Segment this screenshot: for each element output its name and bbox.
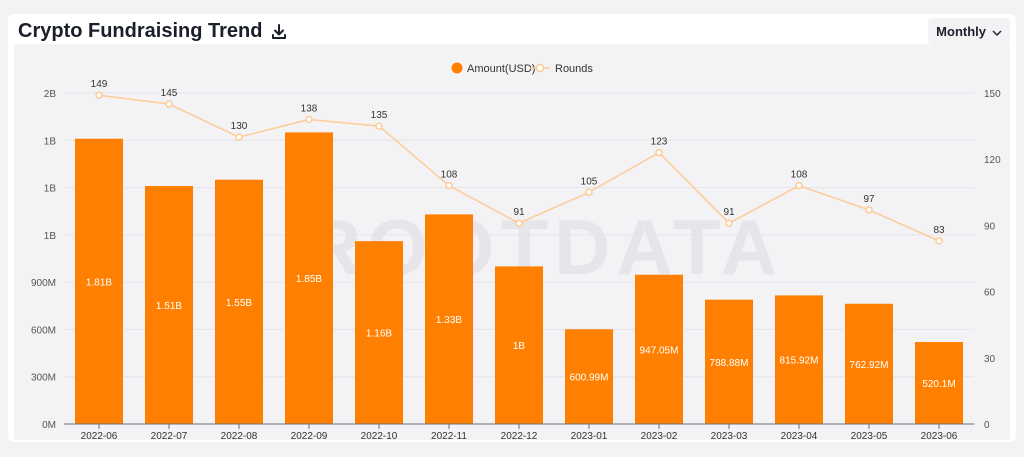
bar — [915, 342, 963, 424]
y-left-tick-label: 1B — [44, 184, 57, 195]
y-left-tick-label: 600M — [31, 325, 56, 336]
rounds-value-label: 108 — [791, 170, 808, 181]
y-right-tick-label: 120 — [984, 155, 1001, 166]
bar-value-label: 1.81B — [86, 277, 112, 288]
bar-value-label: 600.99M — [570, 373, 609, 384]
bar-value-label: 762.92M — [850, 360, 889, 371]
rounds-value-label: 97 — [863, 194, 875, 205]
bar-value-label: 815.92M — [780, 356, 819, 367]
rounds-point — [305, 115, 313, 124]
bar-value-label: 1.85B — [296, 274, 322, 285]
bar — [145, 185, 193, 424]
bar-value-label: 1.51B — [156, 301, 182, 312]
rounds-value-label: 138 — [301, 103, 318, 114]
y-left-tick-label: 0M — [42, 420, 56, 431]
bar — [425, 214, 473, 424]
x-tick-label: 2023-01 — [571, 431, 608, 440]
y-right-tick-label: 150 — [984, 89, 1001, 100]
rounds-value-label: 108 — [441, 170, 458, 181]
rounds-value-label: 135 — [371, 110, 388, 121]
rounds-value-label: 91 — [513, 207, 525, 218]
x-tick-label: 2022-11 — [431, 431, 467, 440]
rounds-point — [725, 219, 733, 227]
rounds-value-label: 130 — [231, 121, 248, 132]
rounds-point — [165, 100, 173, 108]
x-tick-label: 2023-04 — [781, 431, 818, 440]
rounds-value-label: 149 — [91, 79, 108, 90]
y-right-tick-label: 0 — [984, 420, 990, 431]
x-tick-label: 2022-12 — [501, 431, 538, 440]
x-tick-label: 2022-07 — [151, 431, 188, 440]
bar — [565, 329, 613, 424]
bar — [635, 274, 683, 424]
bar-value-label: 1.55B — [226, 298, 252, 309]
rounds-point — [445, 181, 453, 190]
bar — [845, 303, 893, 424]
rounds-point — [935, 237, 943, 245]
y-left-tick-label: 1B — [44, 136, 57, 147]
bar — [775, 295, 823, 424]
rounds-point — [585, 188, 593, 197]
bar — [285, 132, 333, 424]
bar — [75, 138, 123, 424]
y-left-tick-label: 300M — [31, 373, 56, 384]
x-tick-label: 2022-08 — [221, 431, 258, 440]
chart-card: Crypto Fundraising Trend Monthly ROOTDAT… — [8, 14, 1016, 442]
legend-marker-rounds — [535, 63, 545, 73]
rounds-value-label: 145 — [161, 88, 178, 99]
bar — [495, 266, 543, 424]
page-title: Crypto Fundraising Trend — [18, 20, 263, 42]
bar-value-label: 788.88M — [710, 358, 749, 369]
y-right-tick-label: 30 — [984, 354, 996, 365]
period-select-label: Monthly — [936, 23, 986, 39]
rounds-value-label: 105 — [581, 176, 598, 187]
rounds-value-label: 123 — [651, 137, 668, 148]
chart-area: ROOTDATA Amount(USD) Rounds 0M 300M 600M 900M 1… — [14, 44, 1010, 442]
legend-swatch-amount — [451, 62, 463, 74]
y-left-tick-label: 2B — [44, 89, 57, 100]
y-left-tick-label: 1B — [44, 231, 57, 242]
download-icon[interactable] — [270, 23, 288, 41]
chevron-down-icon — [992, 24, 1002, 39]
period-select[interactable]: Monthly — [928, 18, 1010, 44]
x-tick-label: 2022-09 — [291, 431, 328, 440]
x-tick-label: 2022-10 — [361, 431, 398, 440]
rounds-value-label: 91 — [723, 207, 735, 218]
rounds-point — [655, 148, 663, 157]
rounds-point — [515, 219, 523, 227]
legend-label-amount: Amount(USD) — [467, 63, 535, 75]
rounds-point — [795, 181, 803, 190]
x-tick-label: 2023-03 — [711, 431, 748, 440]
bar-value-label: 947.05M — [640, 345, 679, 356]
bar-value-label: 520.1M — [922, 379, 955, 390]
rounds-value-label: 83 — [933, 225, 945, 236]
rounds-point — [95, 91, 103, 99]
rounds-point — [375, 122, 383, 130]
y-right-tick-label: 60 — [984, 288, 996, 299]
bar — [705, 299, 753, 424]
y-left-tick-label: 900M — [31, 278, 56, 289]
chart-title-row: Crypto Fundraising Trend — [18, 20, 288, 43]
x-tick-label: 2023-05 — [851, 431, 888, 440]
bar-value-label: 1.16B — [366, 329, 392, 340]
y-right-tick-label: 90 — [984, 221, 996, 232]
x-tick-label: 2022-06 — [81, 431, 118, 440]
bar — [355, 241, 403, 424]
x-tick-label: 2023-02 — [641, 431, 678, 440]
rounds-point — [235, 133, 243, 141]
bar — [215, 179, 263, 424]
legend-label-rounds: Rounds — [555, 63, 593, 75]
rounds-point — [865, 206, 873, 214]
bar-value-label: 1.33B — [436, 315, 462, 326]
x-tick-label: 2023-06 — [921, 431, 958, 440]
bar-value-label: 1B — [513, 341, 526, 352]
